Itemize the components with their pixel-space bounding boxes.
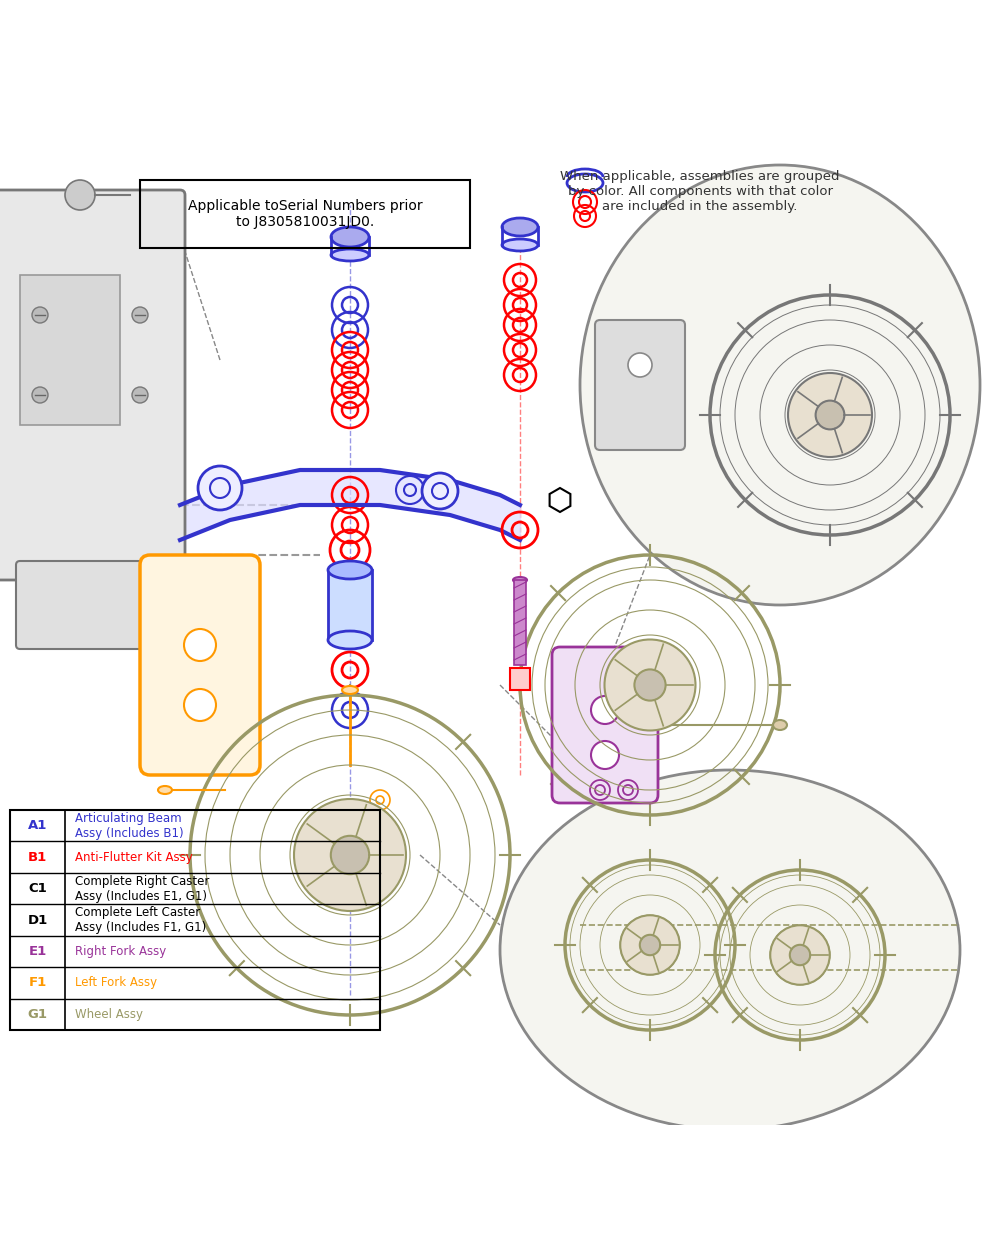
- Ellipse shape: [773, 720, 787, 730]
- Text: E1: E1: [28, 945, 47, 958]
- Ellipse shape: [158, 786, 172, 794]
- Bar: [510, 668, 530, 690]
- Circle shape: [294, 799, 406, 911]
- Circle shape: [132, 308, 148, 322]
- Circle shape: [770, 925, 830, 985]
- Ellipse shape: [500, 770, 960, 1130]
- Circle shape: [628, 352, 652, 377]
- Circle shape: [634, 670, 666, 700]
- Ellipse shape: [331, 249, 369, 261]
- Bar: [10, 810, 380, 1030]
- Circle shape: [591, 741, 619, 769]
- Text: Complete Right Caster
Assy (Includes E1, G1): Complete Right Caster Assy (Includes E1,…: [75, 875, 209, 902]
- Circle shape: [184, 689, 216, 721]
- Ellipse shape: [331, 228, 369, 248]
- Text: Articulating Beam
Assy (Includes B1): Articulating Beam Assy (Includes B1): [75, 811, 184, 840]
- Text: Right Fork Assy: Right Fork Assy: [75, 945, 166, 958]
- Text: Complete Left Caster
Assy (Includes F1, G1): Complete Left Caster Assy (Includes F1, …: [75, 906, 206, 934]
- Text: G1: G1: [28, 1008, 48, 1021]
- Circle shape: [790, 945, 810, 965]
- Text: F1: F1: [28, 976, 47, 989]
- Ellipse shape: [502, 239, 538, 251]
- Ellipse shape: [328, 561, 372, 579]
- Ellipse shape: [342, 686, 358, 694]
- FancyBboxPatch shape: [0, 190, 185, 580]
- Circle shape: [640, 935, 660, 955]
- Bar: [514, 580, 526, 665]
- Text: D1: D1: [27, 914, 48, 926]
- Circle shape: [422, 472, 458, 509]
- Circle shape: [184, 629, 216, 661]
- Ellipse shape: [580, 165, 980, 605]
- FancyBboxPatch shape: [140, 555, 260, 775]
- Ellipse shape: [328, 631, 372, 649]
- Circle shape: [620, 915, 680, 975]
- Circle shape: [816, 400, 844, 430]
- Ellipse shape: [502, 217, 538, 236]
- Circle shape: [65, 180, 95, 210]
- Bar: [140, 180, 470, 248]
- Text: Left Fork Assy: Left Fork Assy: [75, 976, 157, 989]
- Ellipse shape: [513, 578, 527, 582]
- Circle shape: [331, 836, 369, 874]
- Circle shape: [604, 640, 696, 730]
- Text: Applicable toSerial Numbers prior
to J8305810031JD0.: Applicable toSerial Numbers prior to J83…: [188, 199, 422, 229]
- Bar: [328, 570, 372, 640]
- Text: Anti-Flutter Kit Assy: Anti-Flutter Kit Assy: [75, 851, 193, 864]
- FancyBboxPatch shape: [595, 320, 685, 450]
- Circle shape: [32, 388, 48, 402]
- Circle shape: [591, 696, 619, 724]
- Circle shape: [32, 308, 48, 322]
- Text: When applicable, assemblies are grouped
by color. All components with that color: When applicable, assemblies are grouped …: [560, 170, 840, 212]
- Text: Wheel Assy: Wheel Assy: [75, 1008, 143, 1021]
- Text: C1: C1: [28, 882, 47, 895]
- Circle shape: [788, 372, 872, 458]
- Bar: [20, 275, 120, 425]
- Circle shape: [132, 388, 148, 402]
- FancyBboxPatch shape: [552, 648, 658, 802]
- Text: A1: A1: [28, 819, 47, 832]
- Text: B1: B1: [28, 851, 47, 864]
- FancyBboxPatch shape: [16, 561, 174, 649]
- Circle shape: [198, 466, 242, 510]
